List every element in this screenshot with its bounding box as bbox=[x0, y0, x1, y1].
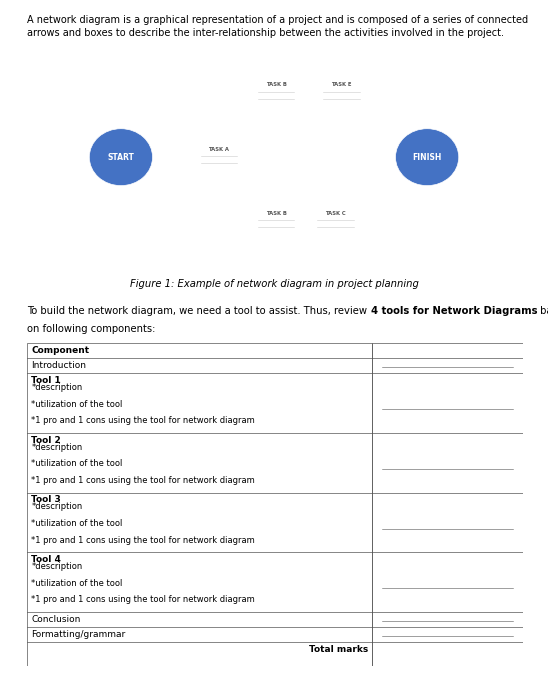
Text: TASK A: TASK A bbox=[208, 147, 230, 151]
Text: Conclusion: Conclusion bbox=[31, 614, 81, 624]
Ellipse shape bbox=[249, 70, 302, 116]
Ellipse shape bbox=[249, 199, 302, 244]
Text: *1 pro and 1 cons using the tool for network diagram: *1 pro and 1 cons using the tool for net… bbox=[31, 596, 255, 604]
Text: *utilization of the tool: *utilization of the tool bbox=[31, 459, 123, 468]
Ellipse shape bbox=[89, 128, 152, 186]
Text: *description: *description bbox=[31, 562, 83, 571]
Text: Tool 3: Tool 3 bbox=[31, 496, 61, 504]
Text: To build the network diagram, we need a tool to assist. Thus, review: To build the network diagram, we need a … bbox=[27, 306, 370, 316]
Text: *description: *description bbox=[31, 383, 83, 392]
Text: Component: Component bbox=[31, 346, 89, 355]
Text: *1 pro and 1 cons using the tool for network diagram: *1 pro and 1 cons using the tool for net… bbox=[31, 476, 255, 485]
Text: TASK B: TASK B bbox=[266, 82, 287, 87]
Text: *utilization of the tool: *utilization of the tool bbox=[31, 400, 123, 408]
Text: *utilization of the tool: *utilization of the tool bbox=[31, 579, 123, 587]
Text: A network diagram is a graphical representation of a project and is composed of : A network diagram is a graphical represe… bbox=[27, 15, 528, 25]
Ellipse shape bbox=[192, 135, 246, 180]
Text: Total marks: Total marks bbox=[309, 644, 368, 654]
Ellipse shape bbox=[396, 128, 459, 186]
Text: *description: *description bbox=[31, 502, 83, 511]
Text: 4 tools for Network Diagrams: 4 tools for Network Diagrams bbox=[370, 306, 537, 316]
Text: *1 pro and 1 cons using the tool for network diagram: *1 pro and 1 cons using the tool for net… bbox=[31, 535, 255, 545]
Text: Tool 1: Tool 1 bbox=[31, 376, 61, 385]
Text: *utilization of the tool: *utilization of the tool bbox=[31, 519, 123, 528]
Text: TASK C: TASK C bbox=[325, 211, 346, 216]
Text: Tool 4: Tool 4 bbox=[31, 555, 61, 564]
Text: *1 pro and 1 cons using the tool for network diagram: *1 pro and 1 cons using the tool for net… bbox=[31, 416, 255, 425]
Bar bbox=[372, 343, 523, 666]
Text: *description: *description bbox=[31, 443, 83, 452]
Text: Figure 1: Example of network diagram in project planning: Figure 1: Example of network diagram in … bbox=[129, 279, 419, 289]
Text: on following components:: on following components: bbox=[27, 324, 156, 335]
Text: Tool 2: Tool 2 bbox=[31, 435, 61, 445]
Text: arrows and boxes to describe the inter-relationship between the activities invol: arrows and boxes to describe the inter-r… bbox=[27, 28, 504, 39]
Text: Introduction: Introduction bbox=[31, 361, 87, 370]
Text: FINISH: FINISH bbox=[413, 153, 442, 162]
Ellipse shape bbox=[315, 70, 368, 116]
Text: based: based bbox=[537, 306, 548, 316]
Text: Formatting/grammar: Formatting/grammar bbox=[31, 629, 125, 639]
Text: START: START bbox=[107, 153, 134, 162]
Bar bbox=[27, 343, 372, 666]
Text: TASK E: TASK E bbox=[331, 82, 352, 87]
Text: TASK B: TASK B bbox=[266, 211, 287, 216]
Ellipse shape bbox=[309, 199, 362, 244]
